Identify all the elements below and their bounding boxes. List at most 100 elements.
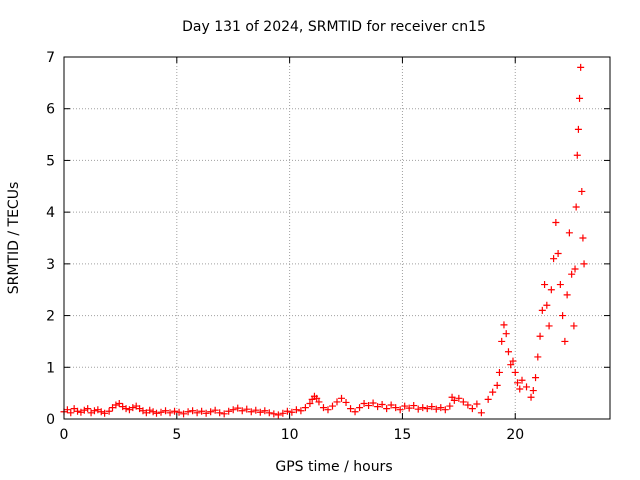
- x-tick-label: 10: [281, 427, 299, 443]
- data-point: [455, 394, 463, 402]
- data-point: [90, 407, 98, 415]
- data-point: [498, 337, 506, 345]
- y-tick-label: 3: [46, 257, 55, 273]
- data-point: [574, 125, 582, 133]
- data-point: [129, 404, 137, 412]
- data-point: [580, 260, 588, 268]
- data-point: [446, 402, 454, 410]
- data-point: [513, 379, 521, 387]
- data-point: [550, 255, 558, 263]
- data-point: [516, 385, 524, 393]
- data-point: [202, 409, 210, 417]
- data-point: [338, 394, 346, 402]
- data-point: [468, 405, 476, 413]
- data-point: [283, 407, 291, 415]
- data-point: [84, 405, 92, 413]
- data-point: [405, 404, 413, 412]
- data-point: [547, 286, 555, 294]
- data-point: [80, 406, 88, 414]
- data-point: [184, 408, 192, 416]
- data-point: [220, 410, 228, 418]
- data-point: [328, 402, 336, 410]
- data-point: [502, 330, 510, 338]
- data-point: [509, 357, 517, 365]
- chart-title: Day 131 of 2024, SRMTID for receiver cn1…: [182, 19, 486, 35]
- data-point: [392, 404, 400, 412]
- data-point: [500, 321, 508, 329]
- data-point: [333, 398, 341, 406]
- data-point: [573, 151, 581, 159]
- data-points: [60, 63, 588, 419]
- data-point: [171, 407, 179, 415]
- data-point: [112, 401, 120, 409]
- data-point: [288, 408, 296, 416]
- data-point: [523, 383, 531, 391]
- data-point: [579, 234, 587, 242]
- data-point: [410, 402, 418, 410]
- data-point: [383, 405, 391, 413]
- x-tick-label: 0: [60, 427, 69, 443]
- data-point: [166, 409, 174, 417]
- data-point: [511, 368, 519, 376]
- data-point: [473, 400, 481, 408]
- data-point: [207, 408, 215, 416]
- y-tick-label: 4: [46, 205, 55, 221]
- data-point: [572, 203, 580, 211]
- data-point: [552, 218, 560, 226]
- data-point: [504, 348, 512, 356]
- data-point: [115, 399, 123, 407]
- data-point: [319, 404, 327, 412]
- data-point: [441, 406, 449, 414]
- data-point: [578, 187, 586, 195]
- y-tick-label: 1: [46, 360, 55, 376]
- data-point: [292, 406, 300, 414]
- data-point: [97, 408, 105, 416]
- data-point: [74, 407, 82, 415]
- data-point: [211, 406, 219, 414]
- data-point: [414, 405, 422, 413]
- data-point: [247, 408, 255, 416]
- data-point: [432, 405, 440, 413]
- data-point: [534, 353, 542, 361]
- data-point: [256, 408, 264, 416]
- data-point: [423, 405, 431, 413]
- data-point: [369, 399, 377, 407]
- data-point: [419, 404, 427, 412]
- data-point: [324, 406, 332, 414]
- data-point: [507, 361, 515, 369]
- data-point: [146, 406, 154, 414]
- x-tick-label: 20: [506, 427, 524, 443]
- data-point: [477, 409, 485, 417]
- data-point: [576, 94, 584, 102]
- data-point: [157, 408, 165, 416]
- y-tick-label: 2: [46, 309, 55, 325]
- data-point: [149, 408, 157, 416]
- data-point: [464, 401, 472, 409]
- data-point: [234, 404, 242, 412]
- data-point: [559, 312, 567, 320]
- data-point: [315, 398, 323, 406]
- data-point: [545, 322, 553, 330]
- data-point: [543, 301, 551, 309]
- data-point: [570, 322, 578, 330]
- data-point: [274, 411, 282, 419]
- data-point: [495, 368, 503, 376]
- y-tick-label: 7: [46, 50, 55, 66]
- y-axis-label: SRMTID / TECUs: [6, 182, 22, 295]
- data-point: [493, 381, 501, 389]
- data-point: [198, 407, 206, 415]
- data-point: [484, 395, 492, 403]
- data-point: [374, 403, 382, 411]
- data-point: [122, 405, 130, 413]
- y-tick-label: 0: [46, 412, 55, 428]
- data-point: [261, 407, 269, 415]
- data-point: [216, 409, 224, 417]
- data-point: [365, 402, 373, 410]
- data-point: [265, 409, 273, 417]
- data-point: [554, 250, 562, 258]
- data-point: [189, 407, 197, 415]
- data-point: [175, 408, 183, 416]
- data-point: [565, 229, 573, 237]
- data-point: [63, 406, 71, 414]
- x-tick-label: 5: [172, 427, 181, 443]
